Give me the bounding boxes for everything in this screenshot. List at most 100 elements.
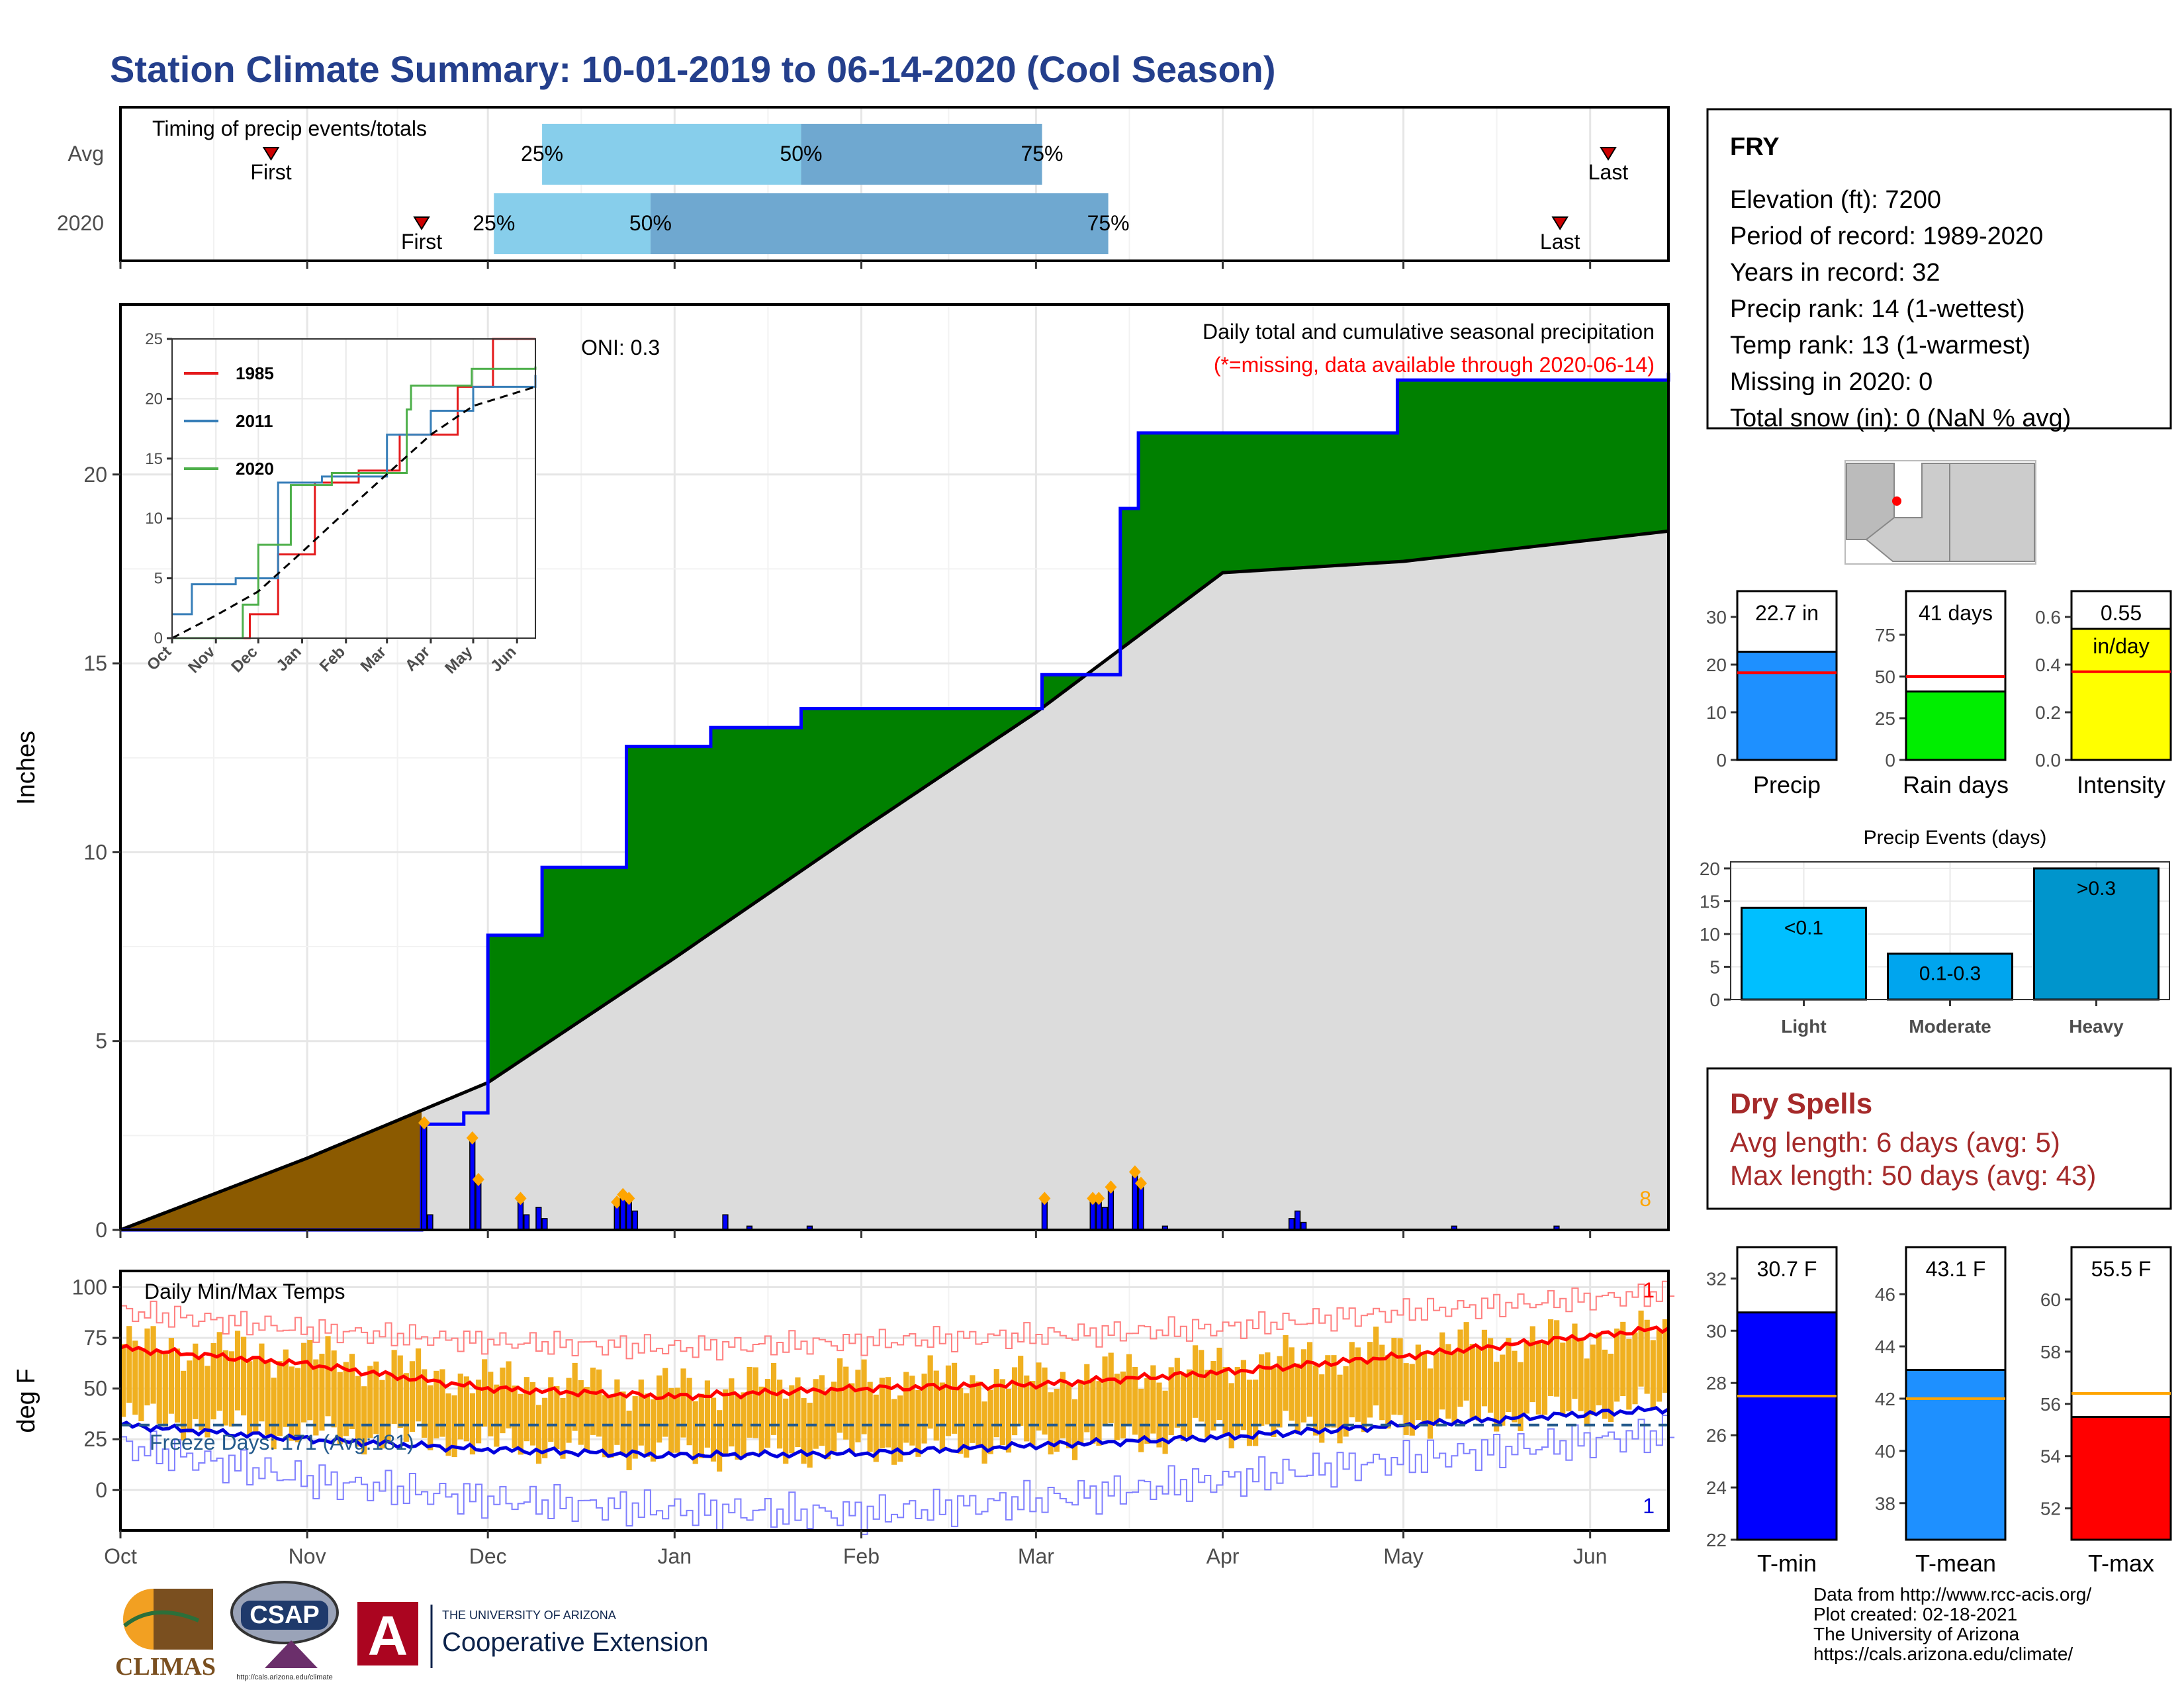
daily-precip-marker-20 [1128, 1165, 1141, 1179]
daily-temp-bar-197 [1306, 1342, 1313, 1417]
daily-temp-bar-114 [807, 1403, 813, 1468]
daily-temp-bar-255 [1656, 1330, 1662, 1402]
daily-temp-bar-65 [512, 1385, 518, 1448]
daily-temp-bar-127 [885, 1377, 891, 1448]
temp-summary-bar-2 [2070, 1416, 2172, 1541]
summary-name-1: Rain days [1903, 771, 2009, 798]
inset-line-average [171, 386, 535, 639]
daily-temp-bar-149 [1018, 1356, 1024, 1426]
daily-temp-bar-215 [1415, 1344, 1421, 1421]
daily-temp-bar-170 [1144, 1378, 1150, 1444]
station-line-1: Period of record: 1989-2020 [1730, 222, 2043, 250]
daily-temp-bar-78 [590, 1368, 596, 1435]
daily-temp-bar-199 [1319, 1374, 1325, 1443]
daily-temp-bar-130 [903, 1372, 909, 1443]
daily-precip-bar-5 [523, 1214, 530, 1231]
precip-ylabel-tick-2: 10 [83, 840, 107, 864]
cumulative-average-line [120, 529, 1669, 1232]
daily-temp-bar-139 [958, 1388, 964, 1454]
daily-temp-bar-147 [1005, 1388, 1012, 1453]
record-high-count: 1 [1643, 1278, 1655, 1302]
freeze-days: Freeze Days: 171 (Avg:181) [150, 1430, 414, 1454]
daily-temp-bar-20 [241, 1336, 247, 1416]
daily-temp-bar-245 [1596, 1332, 1602, 1405]
daily-temp-bar-35 [331, 1350, 337, 1428]
inset-xlabel-5: Mar [357, 643, 390, 675]
daily-temp-bar-247 [1608, 1353, 1614, 1423]
daily-temp-bar-88 [650, 1399, 657, 1462]
daily-temp-bar-192 [1277, 1356, 1283, 1428]
daily-temp-bar-41 [367, 1366, 373, 1438]
ua-logo: A THE UNIVERSITY OF ARIZONA Cooperative … [357, 1602, 708, 1668]
daily-temp-bar-39 [355, 1376, 361, 1447]
events-category-0: Light [1781, 1016, 1826, 1037]
temp-xlabel-1: Nov [289, 1544, 326, 1568]
daily-temp-bar-218 [1433, 1352, 1439, 1427]
inset-ylabel-2: 10 [145, 510, 163, 528]
timing-Avg-first-marker [262, 147, 280, 161]
summary-name-2: Intensity [2077, 771, 2165, 798]
summary-value-2: 0.55 [2101, 601, 2142, 625]
dry-spells-title: Dry Spells [1730, 1088, 1872, 1120]
daily-temp-bar-38 [349, 1354, 355, 1429]
daily-temp-bar-172 [1156, 1382, 1162, 1448]
daily-temp-bar-202 [1337, 1374, 1343, 1444]
inset-xlabel-7: May [441, 643, 477, 678]
daily-temp-bar-13 [199, 1357, 205, 1430]
daily-temp-bar-171 [1150, 1365, 1156, 1434]
daily-temp-bar-123 [861, 1359, 867, 1434]
daily-temp-bar-62 [494, 1384, 500, 1447]
daily-precip-bar-1 [427, 1214, 433, 1231]
temp-summary-ylabel-0-2: 26 [1706, 1425, 1727, 1446]
record-high-line [120, 1280, 1675, 1361]
missing-count: 8 [1639, 1187, 1651, 1211]
summary-ylabel-0-3: 30 [1706, 607, 1727, 628]
daily-temp-bar-229 [1500, 1354, 1506, 1426]
inset-ylabel-4: 20 [145, 390, 163, 408]
temp-summary-value-1: 43.1 F [1926, 1257, 1986, 1281]
daily-temp-bar-66 [518, 1393, 523, 1455]
daily-temp-bar-115 [813, 1379, 819, 1449]
daily-temp-bar-108 [770, 1362, 777, 1435]
daily-temp-bar-154 [1048, 1392, 1054, 1455]
daily-temp-bar-210 [1385, 1355, 1391, 1429]
temp-ylabel-tick-3: 75 [83, 1326, 107, 1350]
timing-2020-last-label: Last [1540, 230, 1580, 254]
daily-temp-bar-102 [735, 1394, 741, 1460]
daily-temp-bar-29 [295, 1368, 301, 1442]
daily-temp-bar-161 [1090, 1378, 1096, 1444]
climas-text: CLIMAS [115, 1653, 216, 1681]
summary-unit-2: in/day [2093, 634, 2149, 658]
daily-temp-bar-198 [1313, 1365, 1319, 1436]
daily-temp-bar-116 [819, 1375, 825, 1446]
daily-precip-bar-21 [1138, 1184, 1144, 1231]
inset-xlabel-3: Jan [273, 643, 304, 675]
state-shape [1846, 463, 1895, 540]
daily-temp-bar-205 [1355, 1347, 1361, 1422]
daily-temp-bar-17 [222, 1350, 228, 1426]
daily-temp-bar-163 [1102, 1356, 1108, 1427]
oni-value: ONI: 0.3 [581, 336, 660, 359]
daily-temp-bar-143 [981, 1401, 987, 1464]
precip-frame [119, 303, 1670, 1231]
daily-temp-bar-237 [1547, 1319, 1554, 1396]
summary-name-0: Precip [1753, 771, 1821, 798]
timing-2020-first-label: First [401, 230, 442, 254]
daily-temp-bar-120 [843, 1366, 849, 1440]
daily-temp-bar-131 [909, 1376, 915, 1446]
daily-temp-bar-234 [1529, 1326, 1535, 1403]
daily-temp-bar-15 [210, 1342, 216, 1420]
timing-panel: 25% 50% 75% First Last 25% 50% 75% First Last Tim… [57, 106, 1670, 269]
daily-precip-bar-0 [421, 1123, 428, 1231]
daily-temp-bar-0 [120, 1344, 126, 1417]
daily-temp-bar-118 [831, 1382, 837, 1452]
ua-letter-icon: A [368, 1605, 408, 1667]
daily-precip-marker-15 [1038, 1192, 1051, 1205]
temp-summary-ylabel-2-3: 58 [2040, 1342, 2061, 1362]
daily-temp-bar-168 [1132, 1366, 1138, 1435]
daily-temp-bar-58 [469, 1393, 476, 1455]
events-bar-label-0: <0.1 [1784, 917, 1823, 939]
daily-temp-bar-60 [482, 1359, 488, 1427]
daily-precip-marker-4 [514, 1192, 527, 1205]
daily-temp-bar-28 [289, 1366, 295, 1441]
